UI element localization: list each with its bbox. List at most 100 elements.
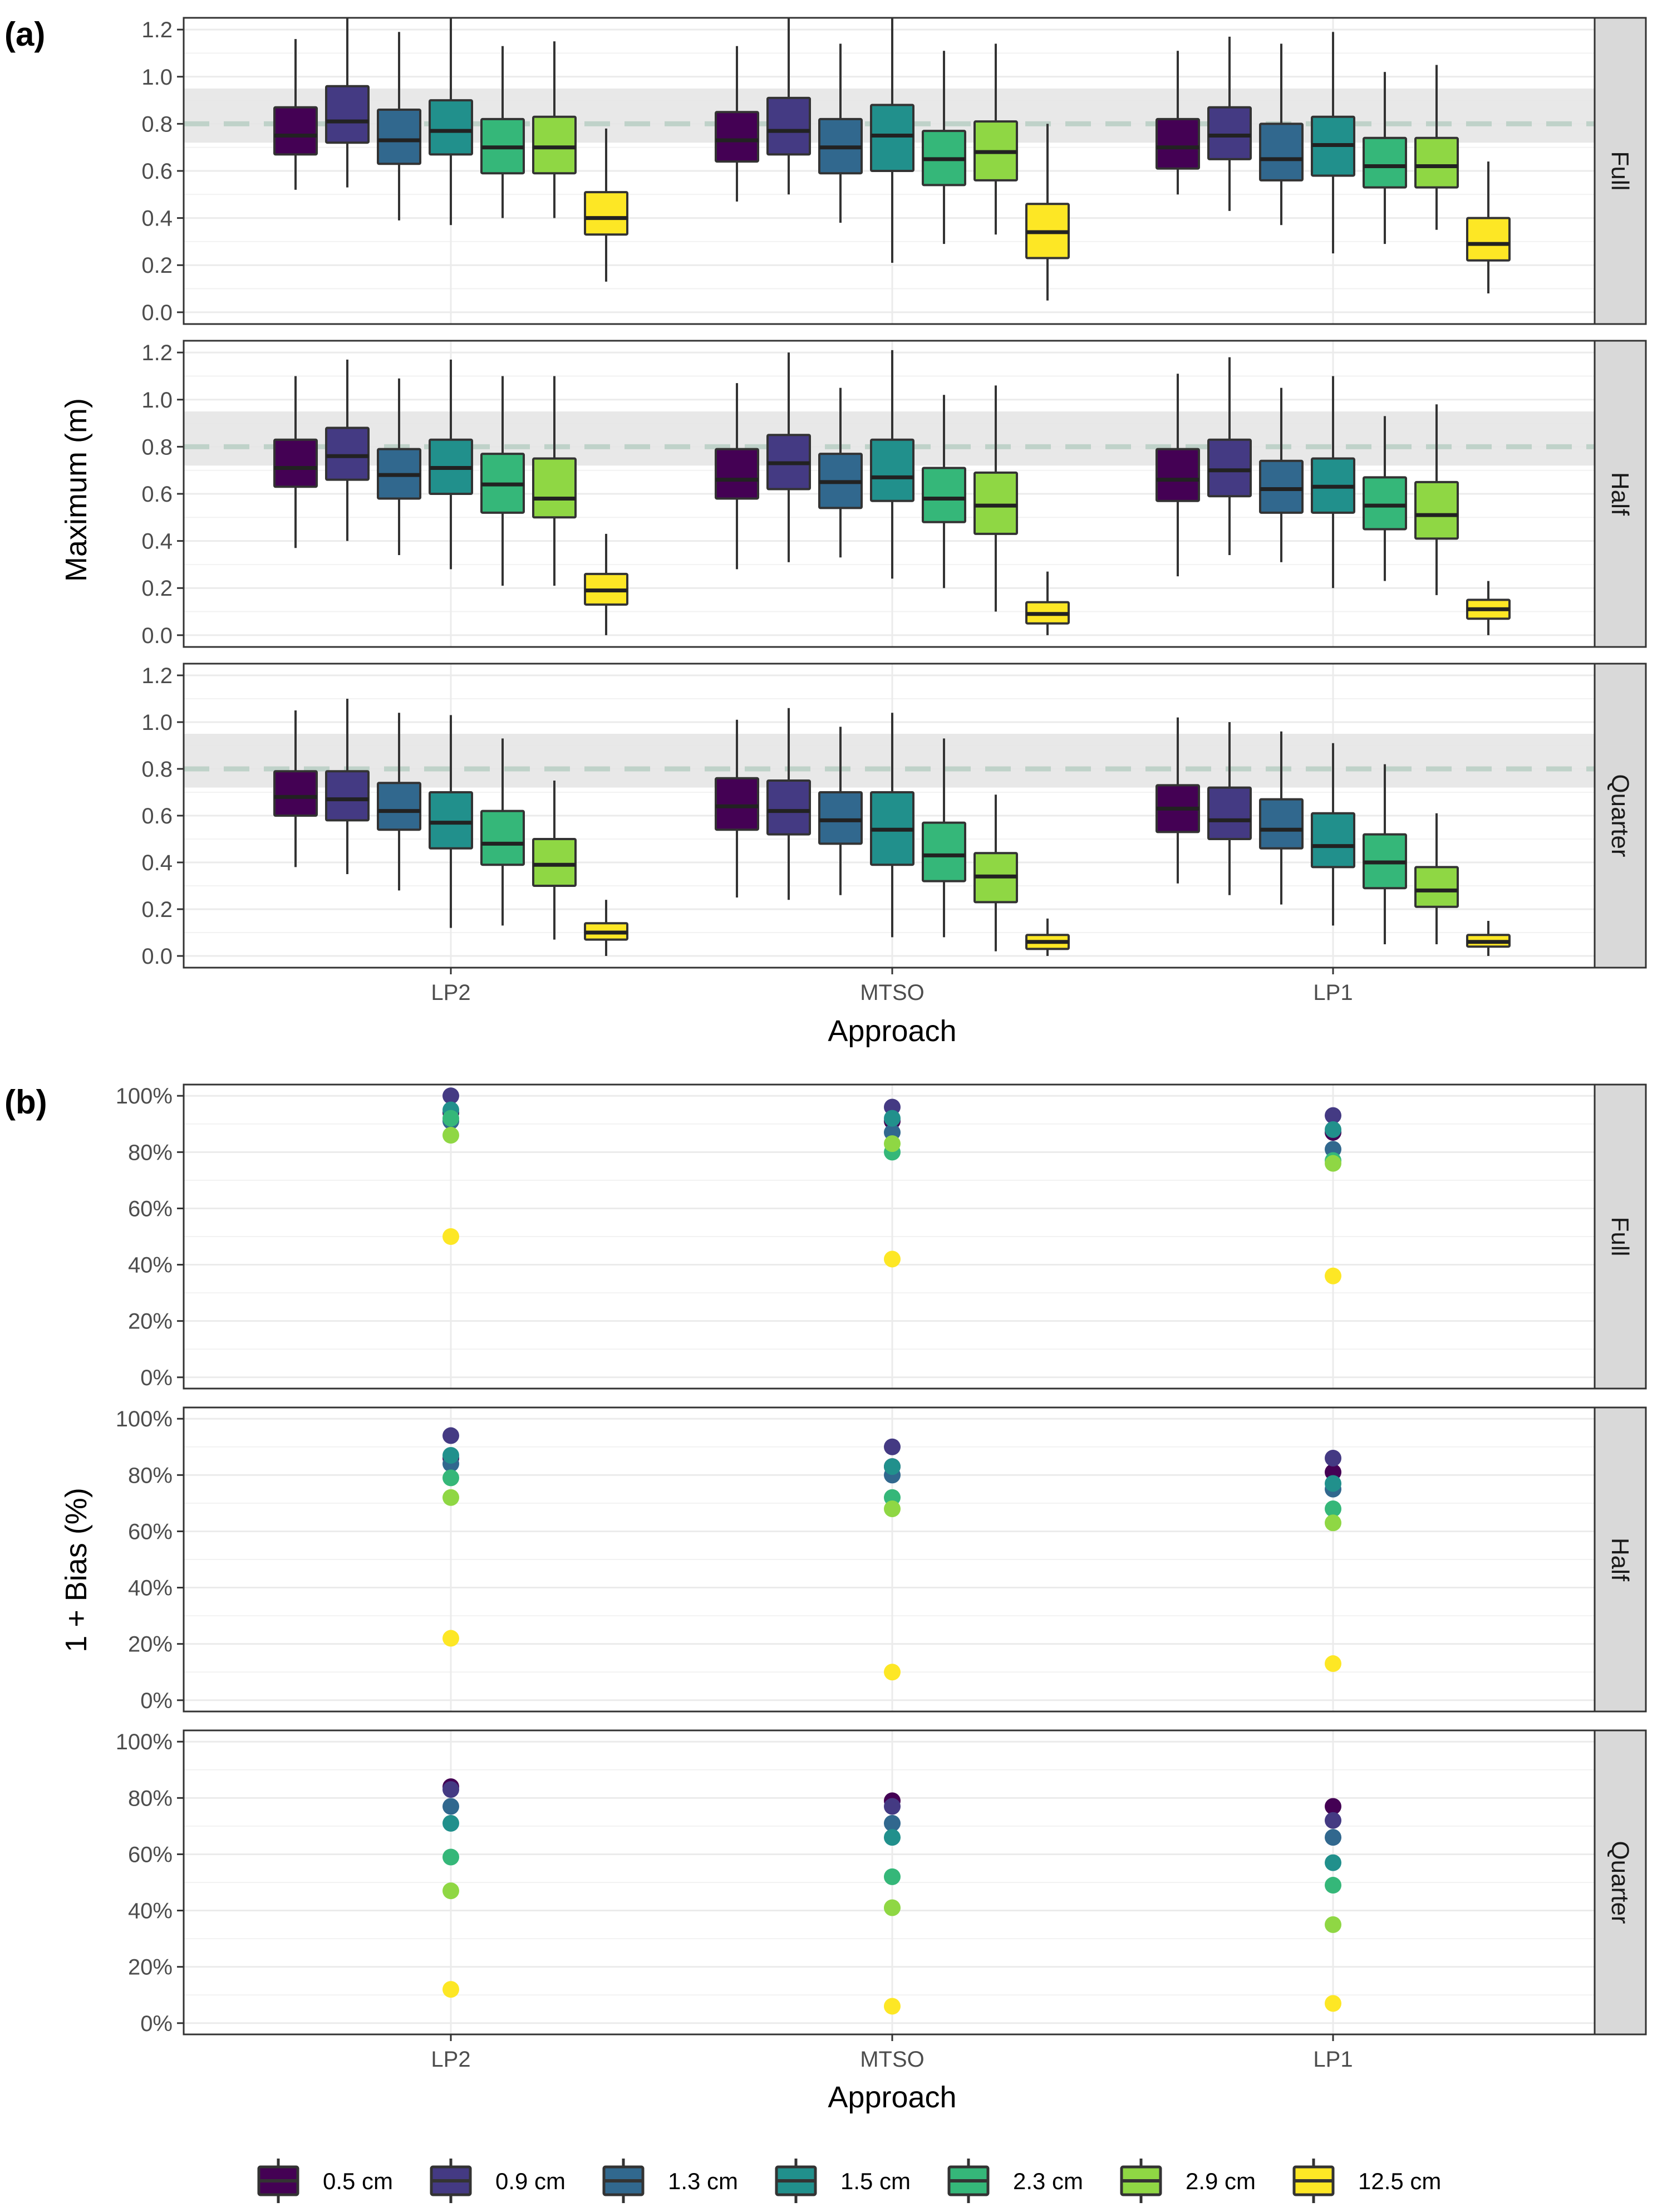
b-quarter-point-lp1-2-9-cm <box>1325 1916 1341 1933</box>
panel-a-xlabel: Approach <box>828 1014 956 1048</box>
b-quarter-point-lp2-1-5-cm <box>442 1815 459 1832</box>
facet-b-quarter: 0%20%40%60%80%100%QuarterLP2 MTSO LP1 <box>116 1730 1646 2072</box>
a-full-lp1-2-3-cm-box <box>1364 138 1406 188</box>
b-half-ytick-label: 0% <box>140 1689 173 1713</box>
b-full-ytick-label: 0% <box>140 1366 173 1390</box>
b-quarter-strip-label: Quarter <box>1606 1841 1634 1924</box>
b-quarter-xtick-label: LP2 <box>431 2047 470 2072</box>
a-full-lp2-1-5-cm-box <box>430 100 472 154</box>
b-quarter-ytick-label: 60% <box>128 1842 173 1867</box>
b-full-point-lp2-12-5-cm <box>442 1228 459 1245</box>
legend-label-2-3cm: 2.3 cm <box>1013 2168 1083 2194</box>
b-full-point-lp2-2-9-cm <box>442 1127 459 1144</box>
a-half-mtso-2-9-cm-box <box>975 473 1017 534</box>
a-full-lp1-0-9-cm-box <box>1208 107 1251 159</box>
b-full-point-lp1-1-5-cm <box>1325 1121 1341 1138</box>
a-quarter-strip-label: Quarter <box>1606 774 1634 857</box>
a-half-mtso-1-5-cm-box <box>871 440 913 501</box>
b-quarter-point-lp1-1-5-cm <box>1325 1855 1341 1871</box>
a-full-ytick-label: 0.2 <box>141 253 173 278</box>
b-half-ytick-label: 40% <box>128 1576 173 1601</box>
a-half-ytick-label: 1.2 <box>141 341 173 365</box>
b-quarter-point-lp1-0-9-cm <box>1325 1812 1341 1829</box>
a-quarter-ytick-label: 1.0 <box>141 710 173 735</box>
panel-b-facets: 0%20%40%60%80%100%Full0%20%40%60%80%100%… <box>116 1084 1646 2072</box>
a-full-ytick-label: 1.0 <box>141 65 173 90</box>
a-full-mtso-1-5-cm-box <box>871 105 913 171</box>
b-quarter-point-mtso-0-9-cm <box>884 1798 901 1815</box>
b-half-point-mtso-1-5-cm <box>884 1458 901 1475</box>
a-half-ytick-label: 1.0 <box>141 388 173 413</box>
b-quarter-point-lp1-12-5-cm <box>1325 1995 1341 2012</box>
a-quarter-mtso-0-5-cm-box <box>716 778 758 830</box>
b-half-point-lp1-0-9-cm <box>1325 1450 1341 1467</box>
a-quarter-xtick-label: MTSO <box>860 980 925 1005</box>
b-half-point-lp2-12-5-cm <box>442 1630 459 1647</box>
panel-a-facets: 0.00.20.40.60.81.01.2Full0.00.20.40.60.8… <box>141 18 1646 1005</box>
a-half-ytick-label: 0.6 <box>141 482 173 507</box>
b-full-point-lp1-2-9-cm <box>1325 1155 1341 1172</box>
a-quarter-mtso-1-3-cm-box <box>819 792 862 843</box>
a-quarter-lp1-0-9-cm-box <box>1208 788 1251 839</box>
b-quarter-ytick-label: 40% <box>128 1899 173 1924</box>
legend-label-1-3cm: 1.3 cm <box>668 2168 738 2194</box>
b-quarter-point-lp2-0-9-cm <box>442 1781 459 1798</box>
facet-b-full: 0%20%40%60%80%100%Full <box>116 1084 1646 1390</box>
b-quarter-point-mtso-1-5-cm <box>884 1829 901 1846</box>
b-half-ytick-label: 80% <box>128 1463 173 1488</box>
a-full-lp2-12-5-cm-box <box>585 192 627 234</box>
b-full-point-mtso-1-5-cm <box>884 1110 901 1127</box>
legend-label-12-5cm: 12.5 cm <box>1358 2168 1441 2194</box>
b-half-ytick-label: 20% <box>128 1632 173 1657</box>
b-full-ytick-label: 40% <box>128 1253 173 1278</box>
b-quarter-ytick-label: 0% <box>140 2012 173 2036</box>
facet-a-full: 0.0 0.2 0.4 0.6 0.8 1.0 1.2 Full <box>141 18 1646 325</box>
b-half-point-lp2-0-9-cm <box>442 1428 459 1444</box>
b-full-ytick-label: 20% <box>128 1309 173 1334</box>
b-half-point-lp1-2-9-cm <box>1325 1514 1341 1531</box>
a-full-ytick-label: 0.6 <box>141 159 173 184</box>
b-quarter-ytick-label: 80% <box>128 1786 173 1811</box>
a-full-lp1-1-3-cm-box <box>1260 124 1302 180</box>
a-half-lp1-1-3-cm-box <box>1260 461 1302 513</box>
panel-b-tag: (b) <box>4 1083 47 1121</box>
a-half-ytick-label: 0.4 <box>141 529 173 554</box>
a-half-lp1-0-9-cm-box <box>1208 440 1251 497</box>
a-half-lp1-2-9-cm-box <box>1415 482 1458 539</box>
b-full-point-lp2-2-3-cm <box>442 1110 459 1127</box>
b-quarter-point-lp2-2-3-cm <box>442 1849 459 1866</box>
a-quarter-lp1-1-3-cm-box <box>1260 800 1302 848</box>
b-full-point-mtso-2-9-cm <box>884 1135 901 1152</box>
facet-b-half: 0% 20% 40% 60% 80% 100% Half <box>116 1407 1646 1713</box>
b-full-ytick-label: 100% <box>116 1084 173 1109</box>
panel-b-xlabel: Approach <box>828 2081 956 2114</box>
a-full-lp2-0-5-cm-box <box>274 107 317 155</box>
b-quarter-xtick-label: LP1 <box>1313 2047 1353 2072</box>
b-half-point-mtso-2-9-cm <box>884 1500 901 1517</box>
a-half-mtso-0-5-cm-box <box>716 449 758 499</box>
a-half-lp2-0-5-cm-box <box>274 440 317 487</box>
b-quarter-xtick-label: MTSO <box>860 2047 925 2072</box>
a-quarter-lp2-2-3-cm-box <box>481 811 524 865</box>
facet-a-half: 0.00.20.40.60.81.01.2Half <box>141 341 1646 648</box>
b-quarter-point-lp1-1-3-cm <box>1325 1829 1341 1846</box>
b-half-ytick-label: 100% <box>116 1407 173 1431</box>
a-full-ytick-label: 0.8 <box>141 112 173 136</box>
a-full-mtso-0-5-cm-box <box>716 112 758 161</box>
panel-a-tag: (a) <box>4 16 45 53</box>
facet-a-quarter: 0.0 0.2 0.4 0.6 0.8 1.0 1.2 Quarter LP2 MTSO LP1 <box>141 664 1646 1005</box>
b-half-point-lp2-2-9-cm <box>442 1489 459 1506</box>
a-half-mtso-2-3-cm-box <box>923 468 965 522</box>
a-quarter-ytick-label: 0.8 <box>141 757 173 782</box>
a-quarter-xtick-label: LP2 <box>431 980 470 1005</box>
a-quarter-lp1-1-5-cm-box <box>1312 813 1354 867</box>
a-full-strip-label: Full <box>1606 151 1634 191</box>
b-half-point-mtso-12-5-cm <box>884 1664 901 1680</box>
legend-label-0-9cm: 0.9 cm <box>495 2168 566 2194</box>
b-half-point-mtso-0-9-cm <box>884 1439 901 1455</box>
a-quarter-lp2-1-3-cm-box <box>378 783 420 830</box>
panel-a-ylabel: Maximum (m) <box>60 398 93 582</box>
a-full-lp1-2-9-cm-box <box>1415 138 1458 188</box>
legend-label-2-9cm: 2.9 cm <box>1186 2168 1256 2194</box>
a-half-ytick-label: 0.8 <box>141 435 173 459</box>
